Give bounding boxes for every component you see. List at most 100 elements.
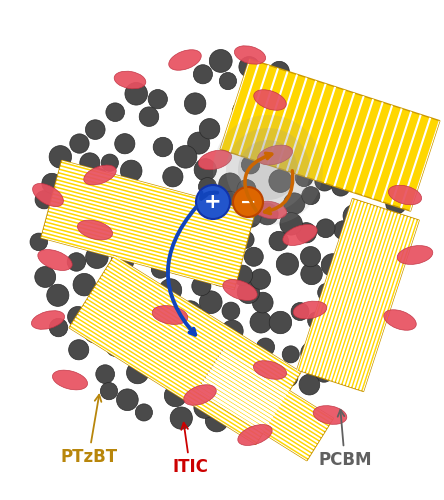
Circle shape [86, 226, 109, 250]
Circle shape [167, 254, 187, 274]
Circle shape [138, 282, 156, 300]
Circle shape [240, 206, 261, 228]
Ellipse shape [32, 184, 63, 206]
Circle shape [314, 363, 334, 382]
Circle shape [269, 312, 292, 334]
Ellipse shape [77, 220, 112, 240]
Circle shape [199, 118, 220, 139]
Circle shape [188, 360, 208, 380]
Circle shape [85, 120, 105, 140]
Circle shape [193, 64, 212, 84]
Text: PCBM: PCBM [318, 410, 372, 469]
Circle shape [358, 262, 378, 282]
Circle shape [316, 219, 335, 238]
Circle shape [319, 324, 341, 346]
Circle shape [207, 364, 226, 382]
Circle shape [335, 146, 355, 167]
Circle shape [334, 220, 353, 240]
Circle shape [115, 195, 134, 214]
Circle shape [220, 191, 240, 212]
Circle shape [258, 136, 276, 155]
Circle shape [256, 203, 278, 225]
Circle shape [269, 232, 289, 251]
Circle shape [332, 178, 350, 196]
Circle shape [73, 274, 95, 296]
Circle shape [315, 172, 334, 191]
Ellipse shape [258, 145, 293, 165]
Circle shape [238, 384, 261, 406]
Circle shape [228, 356, 247, 374]
Circle shape [106, 177, 123, 194]
Circle shape [213, 115, 323, 225]
Circle shape [226, 128, 310, 212]
Circle shape [299, 374, 320, 395]
Circle shape [343, 204, 366, 228]
Circle shape [256, 338, 274, 356]
Circle shape [111, 250, 134, 272]
Circle shape [49, 146, 71, 168]
Text: ITIC: ITIC [172, 422, 208, 476]
Circle shape [371, 148, 391, 169]
Circle shape [386, 194, 407, 214]
Circle shape [341, 247, 363, 268]
Circle shape [250, 312, 272, 333]
Circle shape [49, 318, 68, 337]
Circle shape [170, 407, 192, 429]
Circle shape [160, 334, 180, 353]
Circle shape [222, 302, 240, 320]
Ellipse shape [313, 406, 347, 424]
Text: PTzBT: PTzBT [60, 394, 117, 466]
Polygon shape [36, 70, 433, 446]
Ellipse shape [254, 360, 286, 380]
Circle shape [47, 284, 69, 306]
Circle shape [150, 218, 171, 240]
Circle shape [113, 298, 135, 320]
Circle shape [237, 180, 256, 199]
Circle shape [181, 336, 203, 358]
Circle shape [252, 292, 273, 313]
Circle shape [196, 185, 230, 219]
Circle shape [195, 378, 218, 400]
Ellipse shape [283, 224, 317, 246]
Circle shape [70, 134, 89, 153]
Circle shape [120, 160, 142, 182]
Circle shape [84, 320, 107, 343]
Circle shape [80, 153, 100, 173]
Circle shape [301, 342, 324, 364]
Circle shape [233, 102, 250, 118]
Circle shape [182, 196, 201, 215]
Circle shape [139, 107, 159, 126]
Circle shape [219, 173, 242, 196]
Circle shape [115, 134, 135, 154]
Circle shape [162, 307, 184, 330]
Ellipse shape [169, 50, 201, 70]
Circle shape [86, 198, 105, 216]
Ellipse shape [238, 424, 272, 446]
Circle shape [296, 222, 317, 243]
Circle shape [321, 254, 344, 276]
Circle shape [280, 212, 302, 235]
Circle shape [67, 306, 88, 327]
Circle shape [360, 214, 381, 235]
Circle shape [168, 218, 190, 240]
Circle shape [218, 216, 236, 234]
Circle shape [209, 250, 227, 268]
Circle shape [191, 225, 211, 244]
Circle shape [198, 178, 217, 196]
Ellipse shape [253, 201, 287, 219]
Circle shape [350, 326, 372, 347]
Circle shape [318, 283, 336, 302]
Circle shape [257, 354, 279, 376]
Circle shape [368, 172, 388, 192]
Circle shape [188, 132, 210, 154]
Circle shape [291, 302, 309, 320]
Circle shape [215, 342, 235, 360]
Circle shape [222, 320, 243, 342]
Text: +: + [204, 192, 222, 212]
Circle shape [69, 340, 89, 360]
Circle shape [106, 103, 124, 122]
Circle shape [148, 90, 167, 109]
Circle shape [219, 72, 237, 90]
Ellipse shape [223, 280, 257, 300]
Circle shape [301, 263, 322, 284]
